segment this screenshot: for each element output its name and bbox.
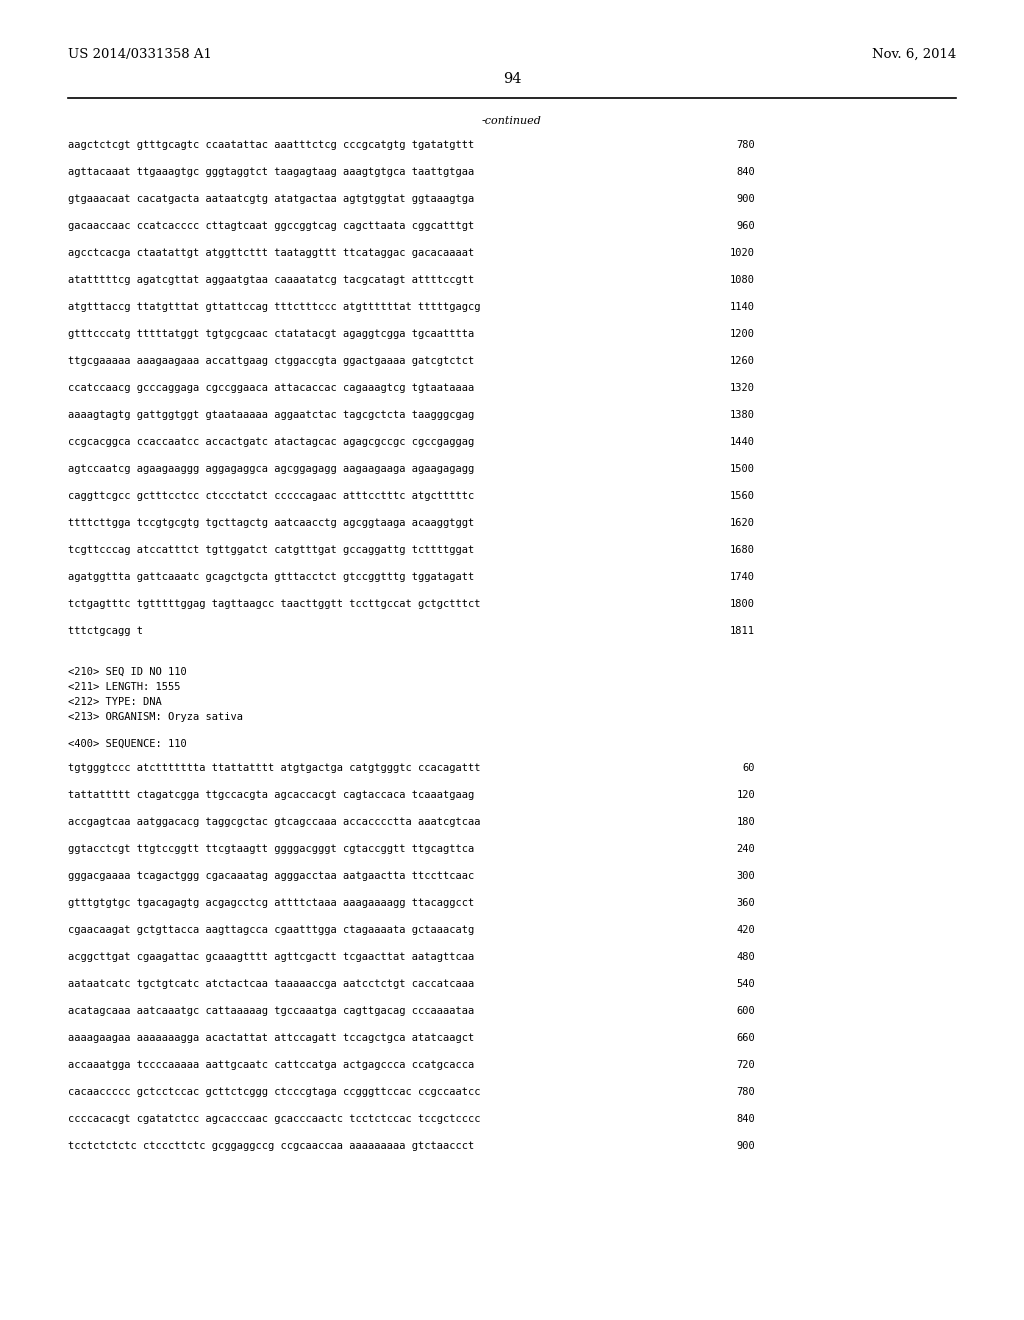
- Text: 900: 900: [736, 194, 755, 205]
- Text: agatggttta gattcaaatc gcagctgcta gtttacctct gtccggtttg tggatagatt: agatggttta gattcaaatc gcagctgcta gtttacc…: [68, 572, 474, 582]
- Text: 1800: 1800: [730, 599, 755, 609]
- Text: 840: 840: [736, 168, 755, 177]
- Text: 900: 900: [736, 1140, 755, 1151]
- Text: 180: 180: [736, 817, 755, 828]
- Text: aataatcatc tgctgtcatc atctactcaa taaaaaccga aatcctctgt caccatcaaa: aataatcatc tgctgtcatc atctactcaa taaaaac…: [68, 979, 474, 989]
- Text: ccgcacggca ccaccaatcc accactgatc atactagcac agagcgccgc cgccgaggag: ccgcacggca ccaccaatcc accactgatc atactag…: [68, 437, 474, 447]
- Text: 60: 60: [742, 763, 755, 774]
- Text: 240: 240: [736, 843, 755, 854]
- Text: <211> LENGTH: 1555: <211> LENGTH: 1555: [68, 682, 180, 692]
- Text: gtttgtgtgc tgacagagtg acgagcctcg attttctaaa aaagaaaagg ttacaggcct: gtttgtgtgc tgacagagtg acgagcctcg attttct…: [68, 898, 474, 908]
- Text: 1440: 1440: [730, 437, 755, 447]
- Text: 1500: 1500: [730, 465, 755, 474]
- Text: 1140: 1140: [730, 302, 755, 312]
- Text: atgtttaccg ttatgtttat gttattccag tttctttccc atgttttttat tttttgagcg: atgtttaccg ttatgtttat gttattccag tttcttt…: [68, 302, 480, 312]
- Text: accgagtcaa aatggacacg taggcgctac gtcagccaaa accacccctta aaatcgtcaa: accgagtcaa aatggacacg taggcgctac gtcagcc…: [68, 817, 480, 828]
- Text: tttctgcagg t: tttctgcagg t: [68, 626, 143, 636]
- Text: 780: 780: [736, 140, 755, 150]
- Text: agtccaatcg agaagaaggg aggagaggca agcggagagg aagaagaaga agaagagagg: agtccaatcg agaagaaggg aggagaggca agcggag…: [68, 465, 474, 474]
- Text: -continued: -continued: [482, 116, 542, 125]
- Text: cacaaccccc gctcctccac gcttctcggg ctcccgtaga ccgggttccac ccgccaatcc: cacaaccccc gctcctccac gcttctcggg ctcccgt…: [68, 1086, 480, 1097]
- Text: ccccacacgt cgatatctcc agcacccaac gcacccaactc tcctctccac tccgctcccc: ccccacacgt cgatatctcc agcacccaac gcaccca…: [68, 1114, 480, 1125]
- Text: aaaagaagaa aaaaaaagga acactattat attccagatt tccagctgca atatcaagct: aaaagaagaa aaaaaaagga acactattat attccag…: [68, 1034, 474, 1043]
- Text: cgaacaagat gctgttacca aagttagcca cgaatttgga ctagaaaata gctaaacatg: cgaacaagat gctgttacca aagttagcca cgaattt…: [68, 925, 474, 935]
- Text: gtttcccatg tttttatggt tgtgcgcaac ctatatacgt agaggtcgga tgcaatttta: gtttcccatg tttttatggt tgtgcgcaac ctatata…: [68, 329, 474, 339]
- Text: 1320: 1320: [730, 383, 755, 393]
- Text: 1740: 1740: [730, 572, 755, 582]
- Text: <212> TYPE: DNA: <212> TYPE: DNA: [68, 697, 162, 708]
- Text: tattattttt ctagatcgga ttgccacgta agcaccacgt cagtaccaca tcaaatgaag: tattattttt ctagatcgga ttgccacgta agcacca…: [68, 789, 474, 800]
- Text: <400> SEQUENCE: 110: <400> SEQUENCE: 110: [68, 739, 186, 748]
- Text: 1200: 1200: [730, 329, 755, 339]
- Text: acggcttgat cgaagattac gcaaagtttt agttcgactt tcgaacttat aatagttcaa: acggcttgat cgaagattac gcaaagtttt agttcga…: [68, 952, 474, 962]
- Text: ttttcttgga tccgtgcgtg tgcttagctg aatcaacctg agcggtaaga acaaggtggt: ttttcttgga tccgtgcgtg tgcttagctg aatcaac…: [68, 517, 474, 528]
- Text: 1020: 1020: [730, 248, 755, 257]
- Text: 600: 600: [736, 1006, 755, 1016]
- Text: atatttttcg agatcgttat aggaatgtaa caaaatatcg tacgcatagt attttccgtt: atatttttcg agatcgttat aggaatgtaa caaaata…: [68, 275, 474, 285]
- Text: agcctcacga ctaatattgt atggttcttt taataggttt ttcataggac gacacaaaat: agcctcacga ctaatattgt atggttcttt taatagg…: [68, 248, 474, 257]
- Text: aaaagtagtg gattggtggt gtaataaaaa aggaatctac tagcgctcta taagggcgag: aaaagtagtg gattggtggt gtaataaaaa aggaatc…: [68, 411, 474, 420]
- Text: caggttcgcc gctttcctcc ctccctatct cccccagaac atttcctttc atgctttttc: caggttcgcc gctttcctcc ctccctatct cccccag…: [68, 491, 474, 502]
- Text: Nov. 6, 2014: Nov. 6, 2014: [871, 48, 956, 61]
- Text: 720: 720: [736, 1060, 755, 1071]
- Text: tcgttcccag atccatttct tgttggatct catgtttgat gccaggattg tcttttggat: tcgttcccag atccatttct tgttggatct catgttt…: [68, 545, 474, 554]
- Text: gtgaaacaat cacatgacta aataatcgtg atatgactaa agtgtggtat ggtaaagtga: gtgaaacaat cacatgacta aataatcgtg atatgac…: [68, 194, 474, 205]
- Text: acatagcaaa aatcaaatgc cattaaaaag tgccaaatga cagttgacag cccaaaataa: acatagcaaa aatcaaatgc cattaaaaag tgccaaa…: [68, 1006, 474, 1016]
- Text: gacaaccaac ccatcacccc cttagtcaat ggccggtcag cagcttaata cggcatttgt: gacaaccaac ccatcacccc cttagtcaat ggccggt…: [68, 220, 474, 231]
- Text: 540: 540: [736, 979, 755, 989]
- Text: 120: 120: [736, 789, 755, 800]
- Text: 1380: 1380: [730, 411, 755, 420]
- Text: ttgcgaaaaa aaagaagaaa accattgaag ctggaccgta ggactgaaaa gatcgtctct: ttgcgaaaaa aaagaagaaa accattgaag ctggacc…: [68, 356, 474, 366]
- Text: 660: 660: [736, 1034, 755, 1043]
- Text: ccatccaacg gcccaggaga cgccggaaca attacaccac cagaaagtcg tgtaataaaa: ccatccaacg gcccaggaga cgccggaaca attacac…: [68, 383, 474, 393]
- Text: aagctctcgt gtttgcagtc ccaatattac aaatttctcg cccgcatgtg tgatatgttt: aagctctcgt gtttgcagtc ccaatattac aaatttc…: [68, 140, 474, 150]
- Text: 94: 94: [503, 73, 521, 86]
- Text: 480: 480: [736, 952, 755, 962]
- Text: tgtgggtccc atcttttttta ttattatttt atgtgactga catgtgggtc ccacagattt: tgtgggtccc atcttttttta ttattatttt atgtga…: [68, 763, 480, 774]
- Text: 360: 360: [736, 898, 755, 908]
- Text: 960: 960: [736, 220, 755, 231]
- Text: 780: 780: [736, 1086, 755, 1097]
- Text: accaaatgga tccccaaaaa aattgcaatc cattccatga actgagccca ccatgcacca: accaaatgga tccccaaaaa aattgcaatc cattcca…: [68, 1060, 474, 1071]
- Text: 300: 300: [736, 871, 755, 880]
- Text: 1560: 1560: [730, 491, 755, 502]
- Text: agttacaaat ttgaaagtgc gggtaggtct taagagtaag aaagtgtgca taattgtgaa: agttacaaat ttgaaagtgc gggtaggtct taagagt…: [68, 168, 474, 177]
- Text: 840: 840: [736, 1114, 755, 1125]
- Text: tctgagtttc tgtttttggag tagttaagcc taacttggtt tccttgccat gctgctttct: tctgagtttc tgtttttggag tagttaagcc taactt…: [68, 599, 480, 609]
- Text: 1680: 1680: [730, 545, 755, 554]
- Text: gggacgaaaa tcagactggg cgacaaatag agggacctaa aatgaactta ttccttcaac: gggacgaaaa tcagactggg cgacaaatag agggacc…: [68, 871, 474, 880]
- Text: US 2014/0331358 A1: US 2014/0331358 A1: [68, 48, 212, 61]
- Text: <213> ORGANISM: Oryza sativa: <213> ORGANISM: Oryza sativa: [68, 711, 243, 722]
- Text: 1080: 1080: [730, 275, 755, 285]
- Text: 1260: 1260: [730, 356, 755, 366]
- Text: 420: 420: [736, 925, 755, 935]
- Text: 1811: 1811: [730, 626, 755, 636]
- Text: <210> SEQ ID NO 110: <210> SEQ ID NO 110: [68, 667, 186, 677]
- Text: ggtacctcgt ttgtccggtt ttcgtaagtt ggggacgggt cgtaccggtt ttgcagttca: ggtacctcgt ttgtccggtt ttcgtaagtt ggggacg…: [68, 843, 474, 854]
- Text: tcctctctctc ctcccttctc gcggaggccg ccgcaaccaa aaaaaaaaa gtctaaccct: tcctctctctc ctcccttctc gcggaggccg ccgcaa…: [68, 1140, 474, 1151]
- Text: 1620: 1620: [730, 517, 755, 528]
